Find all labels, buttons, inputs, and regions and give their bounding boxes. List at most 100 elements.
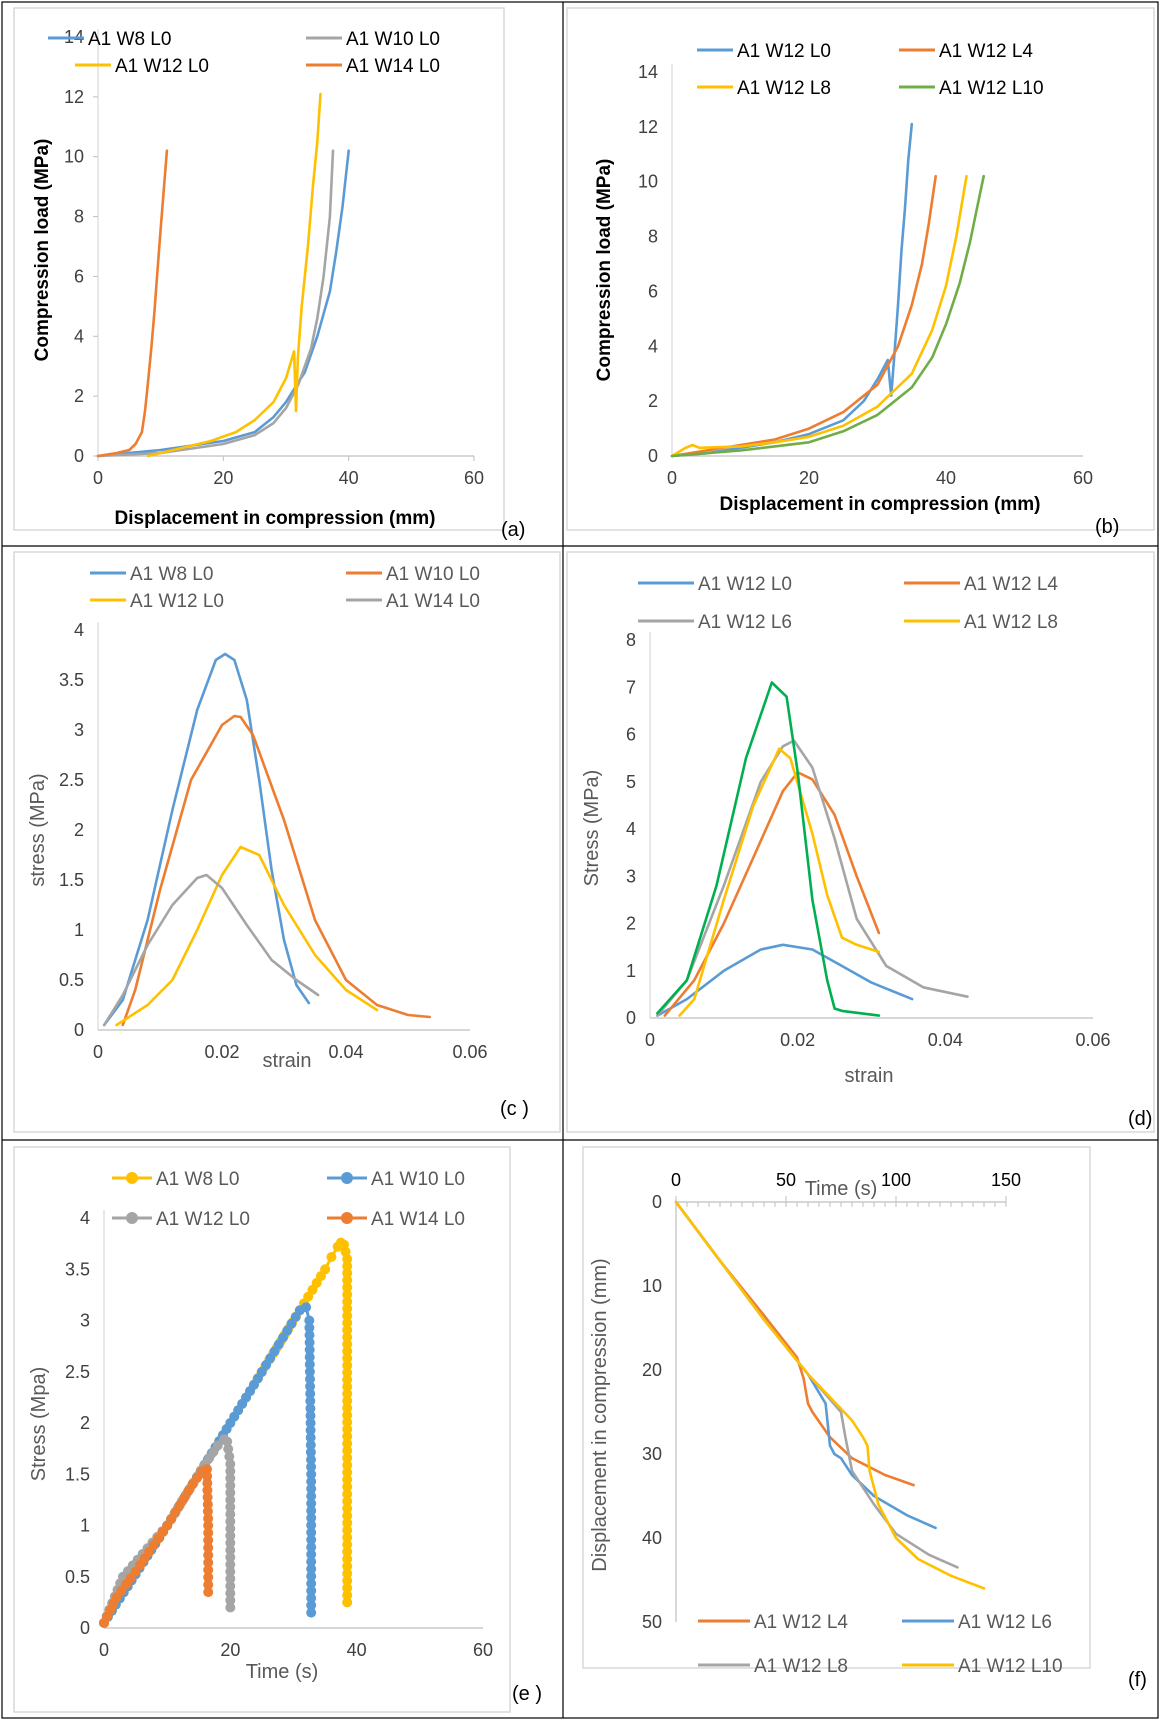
data-point — [306, 1469, 317, 1480]
data-point — [223, 1444, 234, 1454]
data-point — [225, 1473, 236, 1484]
x-tick-label: 60 — [473, 1640, 493, 1660]
data-point — [306, 1512, 317, 1523]
data-point — [342, 1403, 353, 1413]
data-point — [342, 1539, 353, 1550]
legend-label: A1 W14 L0 — [346, 56, 440, 77]
y-tick-label: 1.5 — [59, 870, 84, 890]
data-point — [342, 1303, 353, 1314]
data-point — [306, 1491, 317, 1502]
y-tick-label: 1 — [626, 961, 636, 981]
data-point — [342, 1510, 353, 1521]
x-tick-label: 0.04 — [328, 1042, 363, 1062]
y-tick-label: 6 — [648, 281, 658, 301]
data-point — [225, 1537, 236, 1548]
x-tick-label: 0.04 — [928, 1030, 963, 1050]
panel-label: (c ) — [500, 1098, 529, 1120]
legend-label: A1 W12 L0 — [737, 41, 831, 62]
data-point — [342, 1431, 353, 1442]
legend-label: A1 W12 L0 — [115, 56, 209, 77]
data-point — [306, 1556, 317, 1567]
legend-label: A1 W8 L0 — [88, 29, 171, 50]
data-point — [306, 1461, 317, 1472]
legend-marker — [341, 1172, 353, 1184]
data-point — [342, 1410, 353, 1421]
x-tick-label: 0.02 — [204, 1042, 239, 1062]
x-tick-label: 20 — [220, 1640, 240, 1660]
data-point — [306, 1607, 317, 1618]
data-point — [222, 1436, 233, 1447]
data-point — [342, 1452, 353, 1463]
data-point — [306, 1476, 317, 1487]
x-tick-label: 0 — [99, 1640, 109, 1660]
y-tick-label: 2 — [648, 391, 658, 411]
y-tick-label: 2 — [80, 1413, 90, 1433]
legend-label: A1 W14 L0 — [386, 591, 480, 612]
data-point — [225, 1509, 236, 1520]
data-point — [225, 1559, 236, 1570]
data-point — [202, 1492, 213, 1503]
data-point — [304, 1337, 315, 1348]
legend-marker — [341, 1212, 353, 1224]
y-tick-label: 2 — [74, 820, 84, 840]
series-line-a1-w14-l0 — [96, 149, 169, 458]
data-point — [306, 1563, 317, 1574]
data-point — [342, 1481, 353, 1492]
data-point — [225, 1494, 236, 1505]
data-point — [342, 1275, 353, 1286]
legend-label: A1 W12 L0 — [698, 574, 792, 595]
legend-marker — [126, 1172, 138, 1184]
data-point — [203, 1527, 214, 1538]
data-point — [305, 1410, 316, 1421]
data-point — [342, 1517, 353, 1528]
chart-frame — [566, 551, 1155, 1133]
data-point — [203, 1572, 214, 1583]
legend-label: A1 W8 L0 — [156, 1169, 239, 1190]
legend-label: A1 W12 L10 — [939, 78, 1044, 99]
x-tick-label: 40 — [936, 468, 956, 488]
legend-label: A1 W12 L4 — [964, 574, 1058, 595]
x-axis-title: Time (s) — [246, 1661, 319, 1683]
data-point — [306, 1520, 317, 1531]
data-point — [342, 1532, 353, 1543]
data-point — [225, 1516, 236, 1527]
data-point — [306, 1454, 316, 1465]
data-point — [225, 1545, 236, 1556]
x-tick-label: 20 — [213, 468, 233, 488]
y-tick-label: 3 — [80, 1311, 90, 1331]
data-point — [305, 1425, 316, 1436]
series-line-a1-w12-l6 — [656, 739, 969, 1017]
data-point — [342, 1546, 353, 1557]
legend-label: A1 W12 L0 — [156, 1209, 250, 1230]
data-point — [202, 1478, 213, 1489]
y-tick-label: 50 — [642, 1612, 662, 1632]
chart-frame — [566, 7, 1155, 531]
data-point — [342, 1568, 353, 1579]
y-tick-label: 6 — [74, 266, 84, 286]
legend-label: A1 W8 L0 — [130, 564, 213, 585]
y-tick-label: 0 — [80, 1618, 90, 1638]
data-point — [342, 1460, 353, 1471]
data-point — [301, 1302, 312, 1313]
data-point — [342, 1367, 353, 1378]
x-tick-label: 0.06 — [1075, 1030, 1110, 1050]
data-point — [306, 1585, 317, 1596]
data-point — [342, 1395, 353, 1406]
data-point — [342, 1339, 353, 1350]
y-tick-label: 12 — [638, 117, 658, 137]
y-tick-label: 0 — [652, 1192, 662, 1212]
y-tick-label: 2.5 — [65, 1362, 90, 1382]
data-point — [203, 1542, 214, 1553]
data-point — [306, 1578, 317, 1589]
data-point — [306, 1593, 317, 1604]
y-tick-label: 4 — [80, 1208, 90, 1228]
y-tick-label: 30 — [642, 1444, 662, 1464]
series-line-a1-w10-l0 — [121, 714, 431, 1027]
data-point — [305, 1432, 316, 1443]
data-point — [342, 1268, 353, 1279]
data-point — [203, 1564, 214, 1575]
x-tick-label: 40 — [339, 468, 359, 488]
data-point — [225, 1595, 236, 1606]
legend-label: A1 W12 L4 — [939, 41, 1033, 62]
